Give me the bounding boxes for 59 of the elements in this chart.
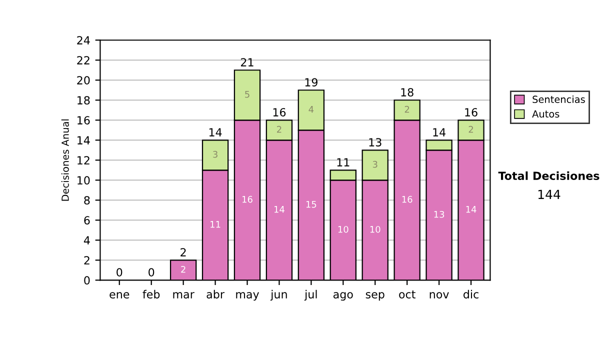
x-tick-label: jul	[304, 290, 317, 301]
y-tick-label: 4	[84, 236, 90, 244]
x-tick-label: sep	[366, 292, 384, 301]
y-axis-title: Decisiones Anual	[61, 119, 69, 201]
y-tick-label: 12	[78, 156, 90, 164]
y-tick-label: 20	[77, 76, 90, 85]
x-tick-label: jun	[270, 290, 287, 301]
x-tick-label: ago	[333, 292, 353, 301]
x-tick-label: may	[236, 292, 260, 301]
y-tick-label: 18	[78, 96, 90, 105]
y-tick-label: 0	[84, 276, 90, 285]
total-label: 19	[305, 78, 318, 86]
x-tick-label: mar	[173, 292, 194, 298]
y-tick-label: 6	[84, 216, 90, 225]
total-label: 21	[240, 58, 254, 66]
x-tick-label: feb	[142, 290, 160, 298]
text: Total Decisiones	[498, 171, 600, 180]
data-label: 10	[370, 226, 380, 233]
total-label: 2	[180, 248, 186, 256]
data-label: 3	[372, 160, 378, 168]
y-tick-label: 2	[84, 256, 90, 264]
y-tick-label: 16	[78, 116, 90, 125]
data-label: 2	[404, 106, 410, 113]
total-label: 16	[465, 108, 478, 116]
text: 144	[538, 190, 560, 199]
x-tick-label: nov	[430, 292, 449, 298]
y-tick-label: 8	[84, 196, 90, 205]
x-tick-label: abr	[206, 290, 224, 298]
y-tick-label: 22	[77, 56, 90, 64]
data-label: 4	[308, 106, 314, 113]
total-label: 16	[273, 108, 286, 116]
data-label: 2	[277, 126, 282, 133]
data-label: 3	[213, 150, 218, 158]
data-label: 16	[242, 196, 252, 203]
data-label: 16	[402, 196, 412, 203]
y-tick-label: 24	[77, 36, 90, 44]
total-label: 13	[369, 138, 382, 146]
total-label: 14	[433, 128, 446, 136]
data-label: 10	[338, 226, 348, 233]
y-tick-label: 14	[78, 136, 90, 144]
data-label: 15	[306, 201, 316, 208]
total-label: 0	[116, 268, 122, 277]
total-label: 14	[209, 128, 222, 136]
data-label: 14	[274, 206, 284, 213]
data-label: 2	[181, 266, 186, 273]
x-tick-label: ene	[110, 292, 130, 298]
legend-label: Autos	[532, 110, 560, 118]
x-tick-label: dic	[464, 290, 478, 298]
legend-label: Sentencias	[532, 95, 585, 104]
data-label: 14	[466, 206, 476, 213]
data-label: 5	[245, 91, 250, 98]
data-label: 2	[468, 126, 473, 133]
total-label: 18	[401, 88, 414, 96]
x-tick-label: oct	[399, 290, 416, 298]
total-label: 0	[148, 268, 154, 277]
total-label: 11	[337, 158, 350, 166]
data-label: 11	[210, 221, 220, 228]
y-tick-label: 10	[78, 176, 90, 185]
data-label: 13	[434, 210, 444, 218]
